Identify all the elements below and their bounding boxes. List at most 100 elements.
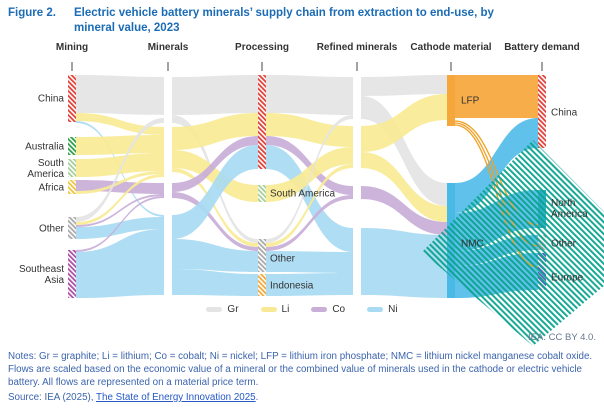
flow-mining-other-to-ni [76, 217, 164, 239]
node-mining-china [68, 75, 76, 122]
legend-swatch-ni [367, 307, 384, 312]
legend-swatch-gr [206, 307, 223, 312]
flow-processing-other-to-refined-co [266, 195, 353, 251]
node-processing-south-america [258, 185, 266, 202]
flow-li-to-processing-china [172, 113, 258, 150]
title-line-2: mineral value, 2023 [74, 22, 180, 34]
node-mining-africa [68, 180, 76, 194]
flow-southeast-asia-to-co [76, 196, 164, 252]
node-label-africa: Africa [38, 183, 64, 194]
flow-gr-to-processing-china [172, 75, 258, 115]
node-processing-other [258, 239, 266, 272]
node-label-nmc: NMC [461, 239, 484, 250]
source-line: Source: IEA (2025), The State of Energy … [8, 391, 598, 404]
flow-refined-co-to-nmc [361, 186, 447, 235]
flow-co-to-processing-china [172, 136, 258, 192]
column-header-battery-demand: Battery demand [504, 42, 580, 53]
node-cathode-lfp [447, 75, 455, 126]
legend-label: Gr [227, 304, 239, 315]
flow-ni-to-processing-other [172, 239, 258, 272]
nmc-overlay-diamond [422, 140, 604, 346]
column-header-processing: Processing [235, 42, 289, 53]
flow-co-to-processing-other [172, 192, 258, 251]
column-header-cathode-material: Cathode material [410, 42, 492, 53]
title-line-1: Electric vehicle battery minerals’ suppl… [74, 7, 494, 19]
legend-swatch-co [311, 307, 328, 312]
flow-processing-china-to-refined-co [266, 136, 353, 195]
flow-south-america-to-li [76, 153, 164, 177]
node-label-china: China [38, 94, 65, 105]
node-refined-li [353, 126, 361, 168]
node-mining-southeast-asia [68, 250, 76, 298]
legend-swatch-li [260, 307, 277, 312]
node-refined-ni [353, 228, 361, 295]
flow-nmc-to-battery-china [455, 118, 538, 213]
flow-refined-li-to-lfp [361, 94, 447, 152]
source-link[interactable]: The State of Energy Innovation 2025 [96, 392, 256, 403]
flow-lfp-to-battery-china [455, 75, 538, 118]
node-label-north-america: North America [551, 198, 588, 220]
node-minerals-li [164, 127, 172, 177]
legend-label: Li [281, 304, 290, 315]
node-minerals-ni [164, 215, 172, 295]
node-refined-co [353, 186, 361, 201]
node-label-china: China [551, 108, 578, 119]
legend-label: Ni [388, 304, 398, 315]
node-label-other: Other [39, 224, 65, 235]
legend-label: Co [332, 304, 346, 315]
source-suffix: . [255, 392, 259, 403]
column-header-mining: Mining [55, 42, 89, 53]
node-label-australia: Australia [25, 142, 64, 153]
legend-item-gr: Gr [206, 304, 239, 315]
node-label-lfp: LFP [461, 96, 480, 107]
node-label-south-america: South America [270, 189, 335, 200]
node-processing-china [258, 75, 266, 169]
flow-li-to-processing-south-america [172, 150, 258, 202]
node-mining-other [68, 217, 76, 239]
node-mining-south-america [68, 159, 76, 177]
sankey-svg: China Australia South America Africa Other Sou… [19, 62, 604, 346]
legend-item-li: Li [260, 304, 290, 315]
node-label-europe: Europe [551, 273, 584, 284]
legend-item-ni: Ni [367, 304, 398, 315]
flow-africa-to-li [76, 171, 164, 194]
flow-processing-other-to-refined-gr [266, 115, 353, 243]
node-label-indonesia: Indonesia [270, 281, 314, 292]
figure-number: Figure 2. [8, 7, 56, 19]
attribution: IEA. CC BY 4.0. [528, 332, 596, 343]
node-processing-indonesia [258, 274, 266, 296]
flow-ni-to-processing-indonesia [172, 269, 258, 296]
flow-processing-china-to-refined-gr [266, 75, 353, 115]
node-minerals-gr [164, 77, 172, 123]
figure-title-text: Electric vehicle battery minerals’ suppl… [74, 6, 494, 36]
flow-refined-ni-to-nmc [361, 228, 447, 298]
figure-title: Figure 2. Electric vehicle battery miner… [8, 6, 596, 36]
flow-li-to-processing-other [172, 168, 258, 247]
node-refined-gr [353, 77, 361, 119]
flow-refined-gr-to-lfp [361, 75, 447, 96]
node-label-southeast-asia: Southeast Asia [19, 264, 64, 286]
flow-mining-other-to-li [76, 174, 164, 225]
notes-text: Notes: Gr = graphite; Li = lithium; Co =… [8, 351, 593, 388]
flow-mining-other-to-co [76, 194, 164, 227]
flow-processing-china-to-refined-ni [266, 145, 353, 252]
column-header-refined-minerals: Refined minerals [316, 42, 398, 53]
node-minerals-co [164, 183, 172, 198]
node-mining-australia [68, 137, 76, 155]
flow-processing-other-to-refined-li [266, 164, 353, 247]
legend: Gr Li Co Ni [0, 304, 604, 315]
flow-southeast-asia-to-ni [76, 229, 164, 298]
flow-mining-china-to-gr [76, 75, 164, 115]
node-label-other: Other [551, 239, 577, 250]
source-prefix: Source: IEA (2025), [8, 392, 97, 403]
flow-processing-indonesia-to-refined-ni [266, 273, 353, 296]
legend-item-co: Co [311, 304, 345, 315]
flow-processing-china-to-refined-li [266, 113, 353, 147]
flow-ni-to-processing-china [172, 145, 258, 239]
column-header-minerals: Minerals [147, 42, 189, 53]
flow-mining-other-to-gr [76, 118, 164, 222]
flow-processing-other-to-refined-ni [266, 251, 353, 273]
flow-refined-li-to-nmc [361, 152, 447, 222]
flow-processing-south-america-to-refined-li [266, 147, 353, 202]
